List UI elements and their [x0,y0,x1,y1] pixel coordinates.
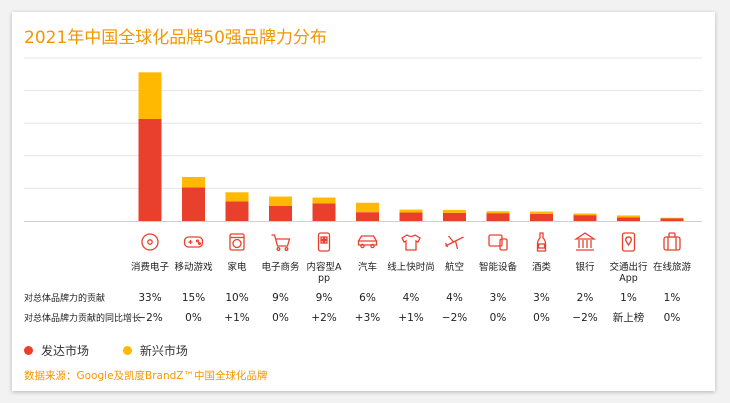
bar-emerging-9 [486,211,510,214]
row-1-value-11: 2% [577,292,594,304]
row-2-value-1: −2% [137,312,162,324]
bar-emerging-13 [660,217,684,219]
bar-emerging-5 [312,197,336,204]
chart-card: 2021年中国全球化品牌50强品牌力分布 消费电子 移动游戏 家电 电子商务 内容型A p… [12,12,715,391]
legend-label-emerging: 新兴市场 [139,344,188,358]
wine-bottle-icon [536,232,547,252]
bar-developed-9 [486,213,510,221]
bar-emerging-3 [225,192,249,202]
row-2-value-9: 0% [490,312,507,324]
chart-title: 2021年中国全球化品牌50强品牌力分布 [24,28,327,48]
row-1-value-9: 3% [490,292,507,304]
bank-icon [573,232,597,251]
row-2-value-7: +1% [398,312,423,324]
row-label-2: 对总体品牌力贡献的同比增长 [24,312,141,324]
legend-swatch-developed [24,346,33,355]
bar-developed-2 [182,187,205,221]
row-1-value-5: 9% [316,292,333,304]
bar-developed-6 [356,212,379,221]
row-2-value-3: +1% [224,312,249,324]
category-label-11: 银行 [575,261,595,273]
row-label-1: 对总体品牌力的贡献 [24,292,105,304]
row-1-value-8: 4% [446,292,463,304]
category-label-1: 消费电子 [131,261,170,273]
row-2-value-8: −2% [442,312,467,324]
row-1-value-2: 15% [182,292,205,304]
shopping-cart-icon [271,234,291,251]
category-label-13: 在线旅游 [653,261,692,273]
bar-developed-3 [225,201,249,221]
bar-developed-1 [138,118,162,221]
legend-label-developed: 发达市场 [41,344,90,358]
category-label-6: 汽车 [358,261,377,273]
category-label-2: 移动游戏 [174,261,213,273]
row-2-value-6: +3% [355,312,380,324]
disc-icon [141,233,159,251]
row-1-value-10: 3% [533,292,550,304]
airplane-icon [444,235,464,250]
row-2-value-4: 0% [272,312,289,324]
row-2-value-5: +2% [311,312,336,324]
row-2-value-2: 0% [185,312,202,324]
bar-developed-7 [399,212,423,221]
legend: 发达市场 新兴市场 [24,342,218,359]
row-1-value-4: 9% [272,292,289,304]
row-2-value-12: 新上榜 [613,311,645,324]
bar-developed-12 [617,217,640,221]
row-1-value-13: 1% [664,292,681,304]
bar-developed-8 [443,212,466,221]
phone-app-icon [317,232,331,252]
row-1-value-3: 10% [225,292,248,304]
bar-developed-13 [660,218,684,221]
row-1-value-12: 1% [620,292,637,304]
tshirt-icon [401,234,421,251]
category-label-8: 航空 [445,261,464,273]
smart-device-icon [488,234,508,251]
category-label-12: 交通出行 App [609,261,648,284]
row-2-value-11: −2% [572,312,597,324]
row-1-value-1: 33% [138,292,161,304]
washing-machine-icon [229,233,245,251]
car-icon [357,235,378,249]
bar-emerging-8 [443,209,466,213]
category-label-7: 线上快时尚 [387,261,435,273]
bar-emerging-1 [138,72,162,119]
bar-developed-11 [573,215,597,221]
luggage-icon [663,232,681,251]
source-note: 数据来源：Google及凯度BrandZ™中国全球化品牌 [24,370,268,382]
category-label-3: 家电 [227,261,247,273]
category-label-5: 内容型A pp [307,261,343,284]
row-2-value-13: 0% [664,312,681,324]
bar-emerging-12 [617,215,640,218]
category-label-9: 智能设备 [479,261,518,273]
legend-swatch-emerging [122,346,132,355]
bar-emerging-7 [399,209,423,213]
bar-emerging-11 [573,213,597,216]
gamepad-icon [183,236,204,248]
row-2-value-10: 0% [533,312,550,324]
phone-location-icon [621,232,636,252]
bar-emerging-10 [530,211,553,214]
legend-item-developed: 发达市场 [24,342,89,359]
row-1-value-6: 6% [359,292,376,304]
bar-developed-5 [312,203,336,221]
bar-emerging-4 [269,196,292,207]
row-1-value-7: 4% [403,292,420,304]
bar-emerging-2 [182,176,205,188]
bar-developed-10 [530,213,553,221]
legend-item-emerging: 新兴市场 [122,342,188,359]
bar-chart: 消费电子 移动游戏 家电 电子商务 内容型A pp 汽车 线上快时尚 航空 智能设备 酒类 银行 交通出… [24,57,702,324]
category-label-4: 电子商务 [261,261,300,273]
bar-emerging-6 [356,202,379,213]
category-label-10: 酒类 [532,261,552,273]
bar-developed-4 [269,206,292,221]
